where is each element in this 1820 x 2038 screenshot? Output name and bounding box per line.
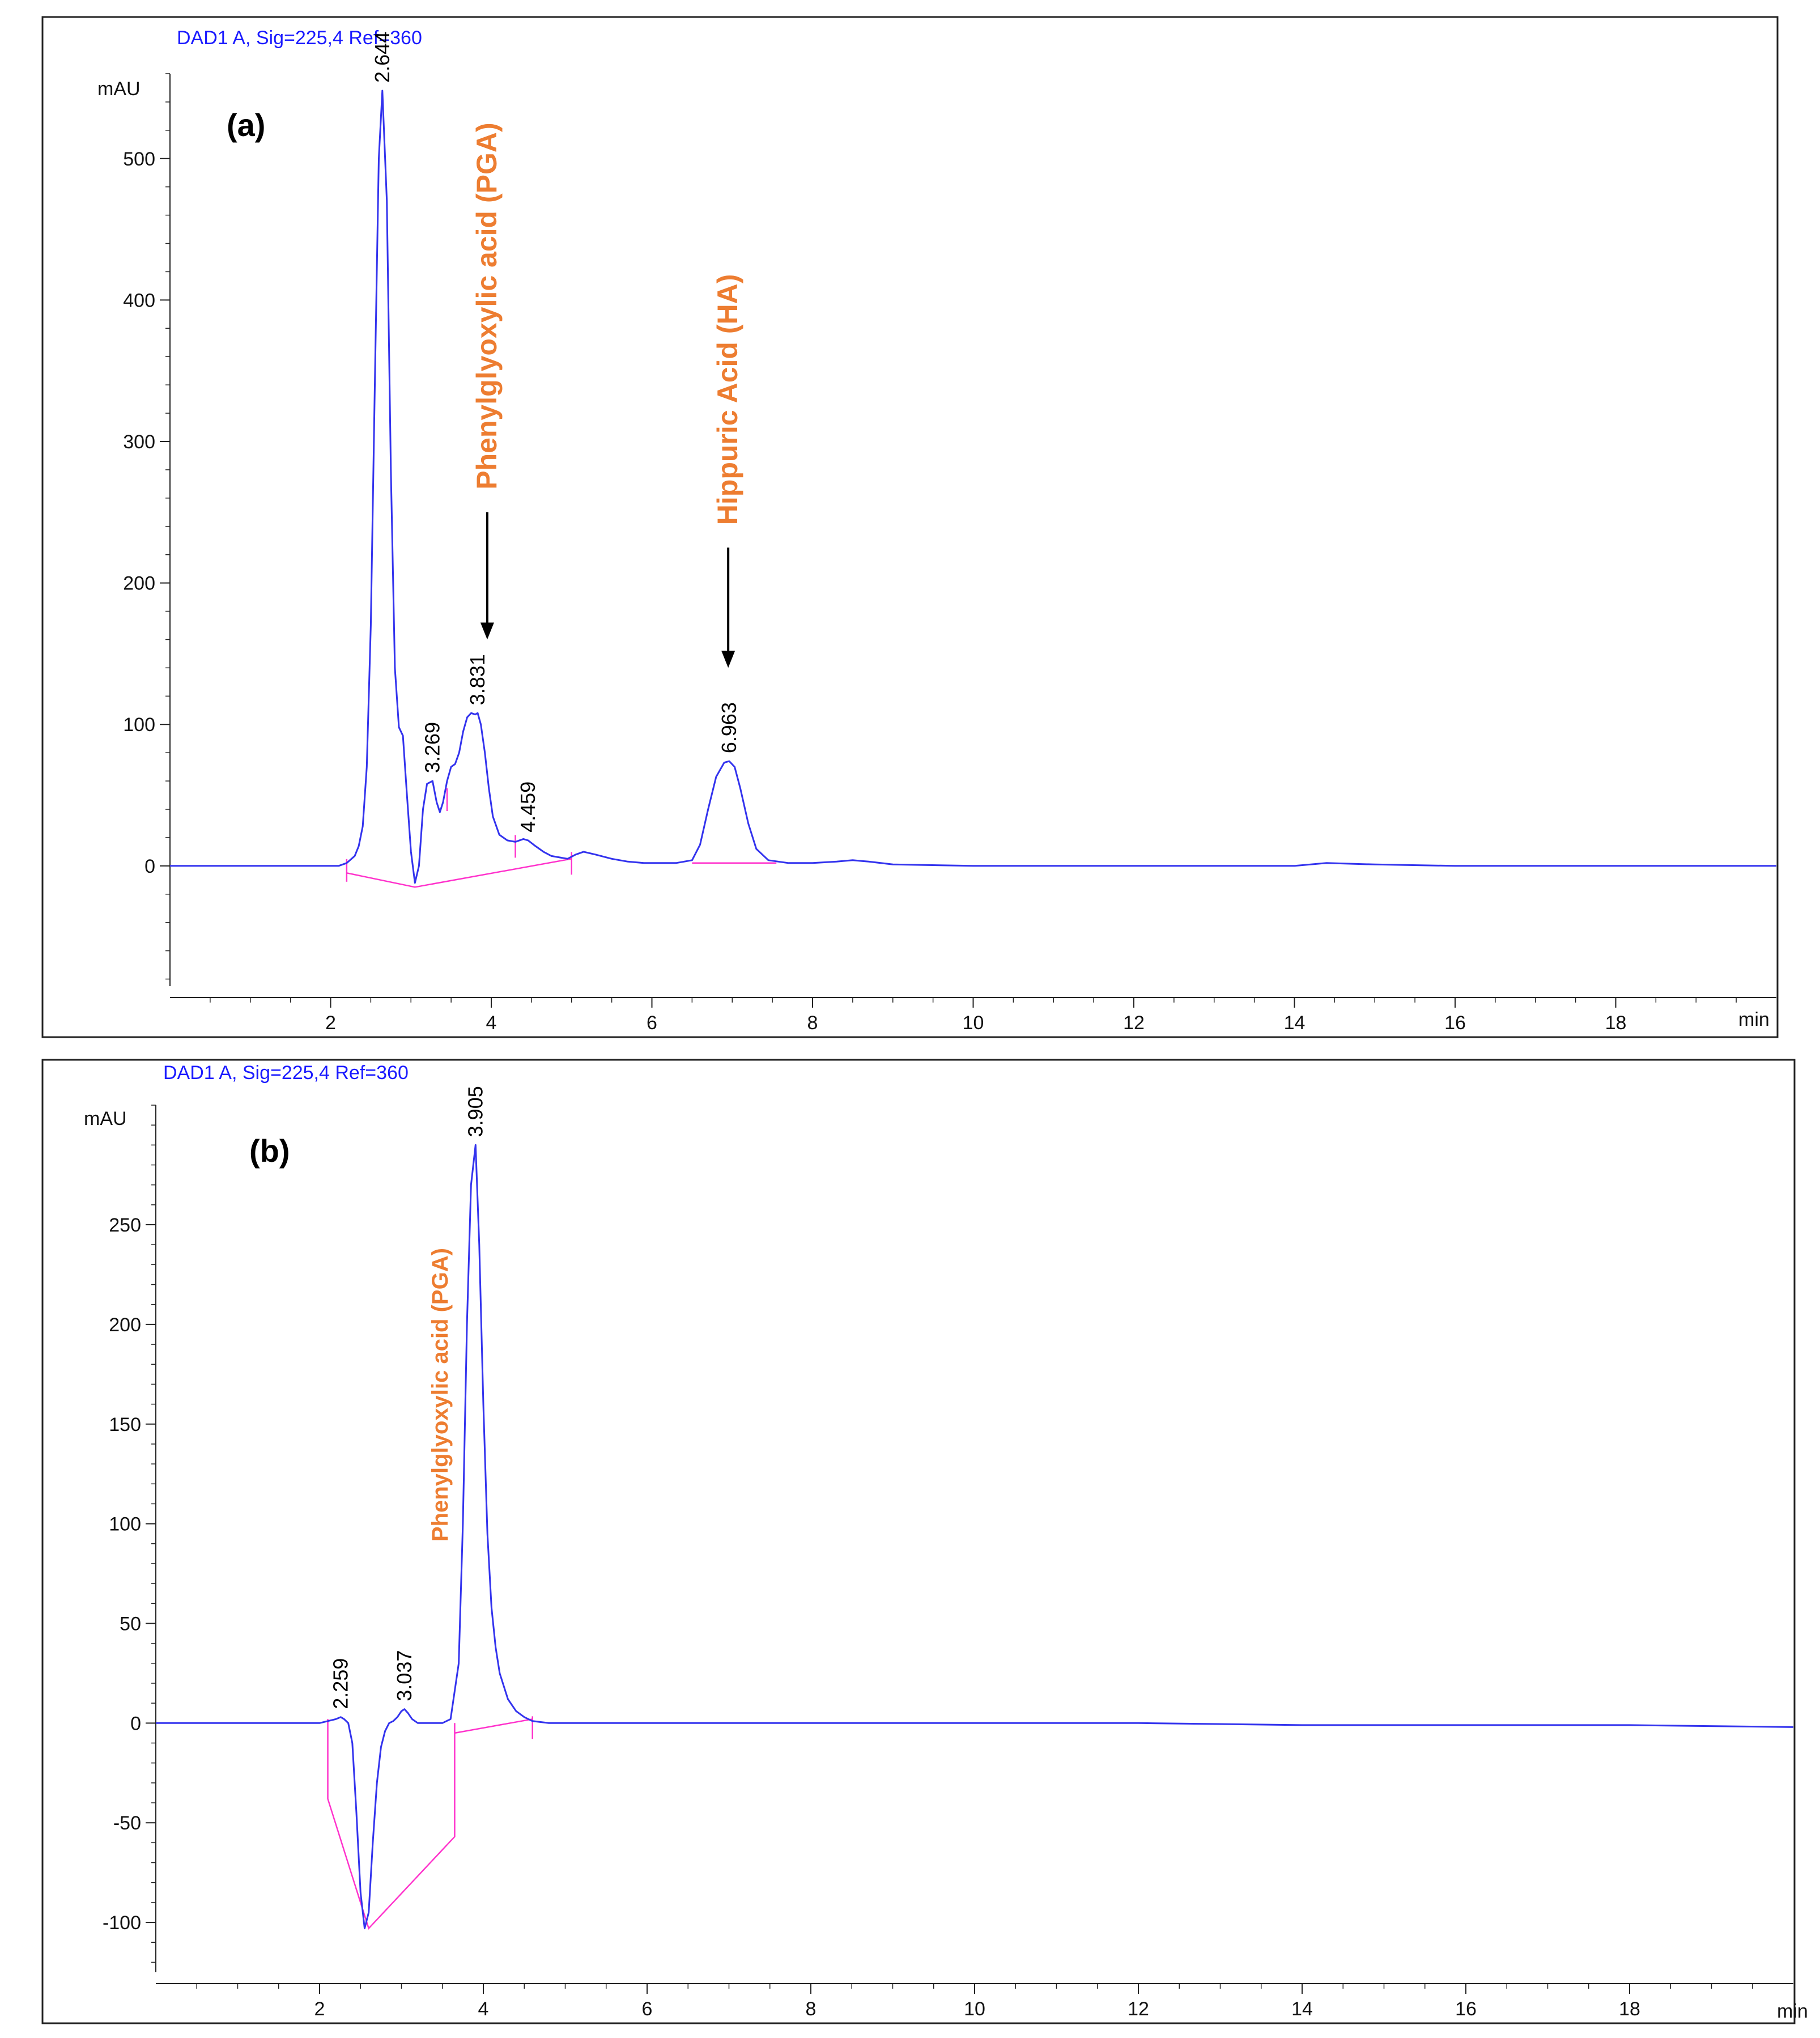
y-tick-label: 400 <box>123 290 155 311</box>
x-tick-label: 12 <box>1123 1012 1145 1034</box>
chromatogram-panel-a: DAD1 A, Sig=225,4 Ref=360 mAU (a) min 0 1… <box>41 16 1779 1038</box>
y-tick-label: 300 <box>123 431 155 453</box>
x-tick-label: 4 <box>486 1012 497 1034</box>
x-tick-label: 18 <box>1619 1998 1640 2020</box>
peak-rt-label: 3.269 <box>420 722 444 773</box>
x-tick-label: 8 <box>807 1012 818 1034</box>
x-tick-label: 6 <box>642 1998 653 2020</box>
x-tick-label: 14 <box>1284 1012 1306 1034</box>
chromatogram-trace <box>156 1144 1794 1930</box>
x-tick-label: 18 <box>1605 1012 1627 1034</box>
integration-baseline <box>327 1719 456 1930</box>
peak-rt-label: 3.037 <box>393 1650 416 1701</box>
panel-b-letter: (b) <box>249 1133 290 1169</box>
chromatogram-trace <box>170 90 1776 884</box>
y-tick-label: -50 <box>113 1812 141 1834</box>
panel-b-x-unit-label: min <box>1777 2001 1808 2022</box>
x-tick-label: 16 <box>1444 1012 1466 1034</box>
panel-a-frame <box>41 16 1779 1038</box>
integration-baseline <box>454 1718 533 1734</box>
x-tick-label: 12 <box>1128 1998 1149 2020</box>
compound-annotation: Hippuric Acid (HA) <box>712 274 743 525</box>
panel-a-letter: (a) <box>227 107 265 143</box>
annotation-arrow-head <box>721 651 735 668</box>
integration-baseline <box>346 872 415 888</box>
y-tick-label: 150 <box>109 1414 141 1436</box>
x-tick-label: 10 <box>964 1998 985 2020</box>
x-tick-label: 6 <box>647 1012 657 1034</box>
x-tick-label: 2 <box>325 1012 336 1034</box>
compound-annotation: Phenylglyoxylic acid (PGA) <box>428 1248 453 1542</box>
y-tick-label: 200 <box>123 573 155 595</box>
x-tick-label: 4 <box>478 1998 489 2020</box>
peak-rt-label: 6.963 <box>717 702 741 753</box>
panel-b-signal-label: DAD1 A, Sig=225,4 Ref=360 <box>163 1062 409 1084</box>
panel-b-frame <box>41 1059 1796 2024</box>
chromatogram-panel-b: DAD1 A, Sig=225,4 Ref=360 mAU (b) min -1… <box>41 1059 1808 2024</box>
y-tick-label: 100 <box>109 1514 141 1535</box>
x-tick-label: 2 <box>314 1998 325 2020</box>
peak-rt-label: 3.905 <box>463 1086 487 1137</box>
y-tick-label: 0 <box>144 856 155 877</box>
panel-a-y-unit-label: mAU <box>97 78 141 100</box>
y-tick-label: -100 <box>103 1912 141 1934</box>
panel-b-y-unit-label: mAU <box>84 1108 127 1130</box>
y-tick-label: 50 <box>120 1613 141 1634</box>
x-tick-label: 10 <box>963 1012 984 1034</box>
y-tick-label: 250 <box>109 1215 141 1236</box>
x-tick-label: 8 <box>806 1998 817 2020</box>
y-tick-label: 500 <box>123 148 155 170</box>
integration-baseline <box>415 858 572 888</box>
compound-annotation: Phenylglyoxylic acid (PGA) <box>471 122 503 489</box>
panel-a-signal-label: DAD1 A, Sig=225,4 Ref=360 <box>177 27 422 49</box>
peak-rt-label: 3.831 <box>466 654 489 705</box>
panel-a-x-unit-label: min <box>1738 1009 1770 1030</box>
y-tick-label: 100 <box>123 714 155 736</box>
y-tick-label: 0 <box>130 1713 141 1734</box>
y-tick-label: 200 <box>109 1314 141 1336</box>
peak-rt-label: 2.259 <box>329 1658 352 1709</box>
peak-rt-label: 4.459 <box>516 782 539 833</box>
annotation-arrow-head <box>480 622 494 640</box>
x-tick-label: 14 <box>1291 1998 1313 2020</box>
x-tick-label: 16 <box>1455 1998 1477 2020</box>
peak-rt-label: 2.644 <box>371 32 394 83</box>
